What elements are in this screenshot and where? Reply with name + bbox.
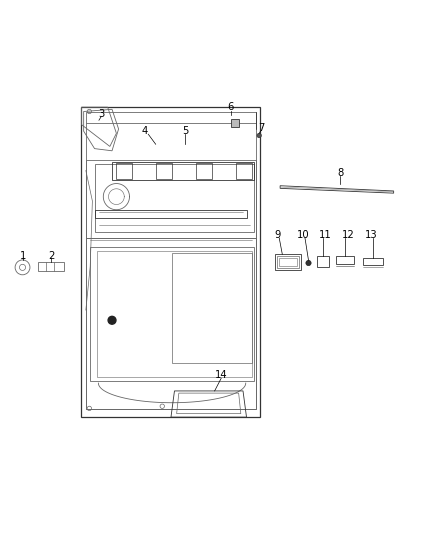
Text: 12: 12 bbox=[342, 230, 354, 240]
Text: 5: 5 bbox=[182, 126, 188, 136]
Text: 6: 6 bbox=[228, 102, 234, 112]
Text: 13: 13 bbox=[364, 230, 377, 240]
Circle shape bbox=[257, 133, 261, 138]
Text: 14: 14 bbox=[215, 370, 227, 380]
Circle shape bbox=[306, 261, 311, 265]
Text: 1: 1 bbox=[20, 251, 27, 261]
Text: 4: 4 bbox=[141, 126, 148, 136]
Text: 3: 3 bbox=[98, 109, 104, 119]
Text: 9: 9 bbox=[275, 230, 281, 240]
Text: 7: 7 bbox=[258, 123, 265, 133]
Circle shape bbox=[108, 317, 116, 324]
Text: 2: 2 bbox=[48, 251, 54, 261]
Polygon shape bbox=[231, 119, 239, 127]
Text: 11: 11 bbox=[319, 230, 332, 240]
Text: 8: 8 bbox=[337, 168, 343, 177]
Text: 10: 10 bbox=[297, 230, 310, 240]
